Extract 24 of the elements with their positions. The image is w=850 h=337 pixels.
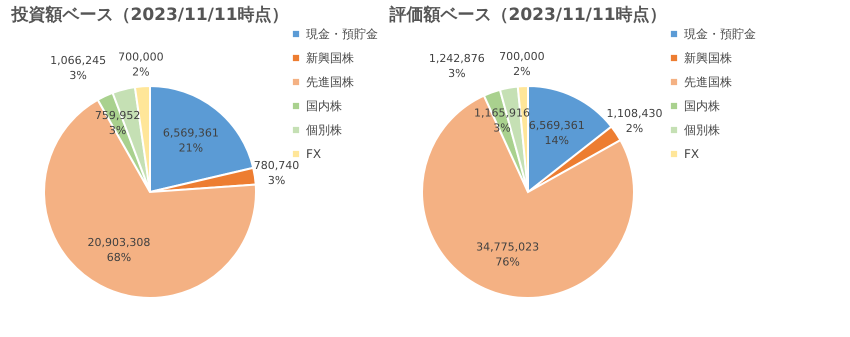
data-label: 1,242,876 3% bbox=[428, 52, 485, 80]
data-label: 1,066,245 3% bbox=[50, 54, 106, 82]
chart-title: 投資額ベース（2023/11/11時点） bbox=[10, 5, 289, 25]
legend-label: 国内株 bbox=[306, 99, 342, 113]
legend-label: FX bbox=[684, 147, 700, 161]
data-label: 780,740 3% bbox=[254, 158, 300, 187]
legend-label: 現金・預貯金 bbox=[684, 27, 756, 41]
data-label: 700,000 2% bbox=[499, 50, 545, 78]
legend-label: FX bbox=[306, 147, 322, 161]
legend-label: 国内株 bbox=[684, 99, 720, 113]
legend-label: 先進国株 bbox=[306, 75, 354, 89]
legend-label: 先進国株 bbox=[684, 75, 732, 89]
legend-label: 個別株 bbox=[684, 123, 720, 137]
legend-label: 新興国株 bbox=[306, 51, 354, 65]
legend-label: 個別株 bbox=[306, 123, 342, 137]
data-label: 6,569,361 21% bbox=[162, 126, 219, 155]
data-label: 34,775,023 76% bbox=[476, 240, 540, 268]
chart-title: 評価額ベース（2023/11/11時点） bbox=[388, 5, 667, 25]
data-label: 700,000 2% bbox=[118, 50, 164, 78]
legend-label: 現金・預貯金 bbox=[306, 27, 378, 41]
legend-label: 新興国株 bbox=[684, 51, 732, 65]
data-label: 20,903,308 68% bbox=[87, 236, 150, 264]
data-label: 1,108,430 2% bbox=[606, 106, 662, 135]
data-label: 6,569,361 14% bbox=[528, 118, 585, 147]
